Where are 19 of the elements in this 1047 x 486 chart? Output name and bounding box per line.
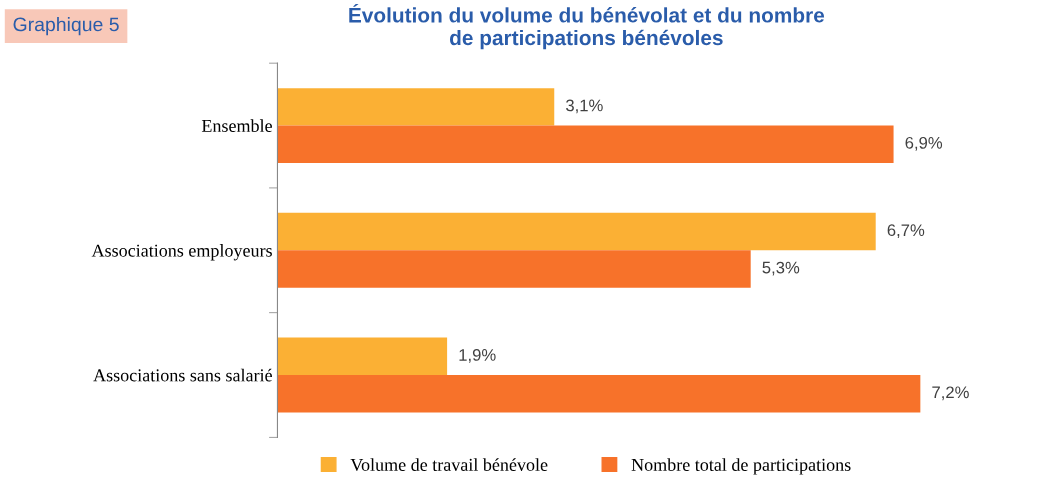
text: Graphique 5: [13, 17, 119, 36]
bar: [277, 250, 751, 288]
data-label: 6,7%: [887, 224, 925, 239]
y-tick-label: Associations employeurs: [91, 244, 272, 261]
chart-title: Évolution du volume du bénévolat et du nombre de participations bénévoles: [349, 3, 825, 50]
y-tick-label: Associations sans salarié: [93, 368, 272, 382]
y-tick-label: Ensemble: [201, 119, 272, 132]
bar: [277, 375, 921, 413]
bar: [277, 125, 894, 163]
legend-label: Volume de travail bénévole: [350, 458, 548, 472]
bar: [277, 212, 876, 251]
bar: [277, 88, 555, 126]
legend-label: Nombre total de participations: [631, 458, 851, 475]
data-label: 7,2%: [932, 386, 969, 401]
bar: [277, 337, 448, 376]
data-label: 1,9%: [459, 348, 496, 363]
data-label: 6,9%: [905, 136, 943, 151]
data-label: 3,1%: [566, 99, 603, 114]
data-label: 5,3%: [762, 261, 800, 276]
